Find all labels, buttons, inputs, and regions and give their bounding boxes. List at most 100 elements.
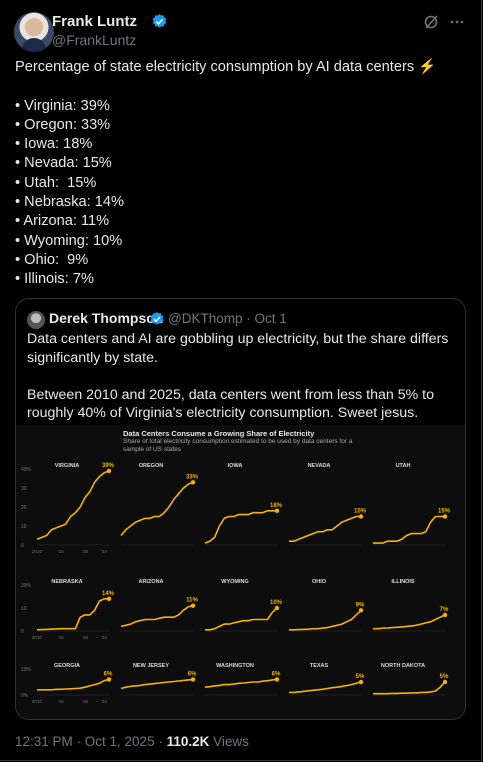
series-line: [289, 515, 361, 542]
chart-title: Data Centers Consume a Growing Share of …: [123, 429, 315, 438]
series-line: [289, 609, 362, 631]
author-avatar[interactable]: [14, 12, 54, 52]
end-point: [274, 605, 280, 611]
end-point: [106, 677, 112, 682]
x-tick-label: 2010: [32, 635, 43, 640]
grok-icon[interactable]: [423, 14, 439, 35]
x-tick-label: '24: [101, 549, 107, 554]
series-line: [36, 598, 109, 631]
end-point: [190, 480, 196, 485]
x-tick-label: 2010: [32, 549, 43, 554]
panel-title: NEVADA: [308, 463, 331, 469]
value-label: 7%: [440, 607, 449, 613]
panel-title: GEORGIA: [54, 663, 80, 669]
y-tick-label: 20: [21, 505, 27, 511]
end-point: [106, 596, 112, 601]
value-label: 18%: [270, 503, 283, 509]
end-point: [358, 679, 364, 685]
panel-title: NEW JERSEY: [133, 663, 169, 669]
author-handle[interactable]: @FrankLuntz: [52, 32, 137, 48]
view-count: 110.2K: [166, 734, 210, 749]
x-tick-label: '20: [82, 699, 88, 704]
series-line: [120, 604, 194, 628]
end-point: [190, 603, 196, 608]
y-tick-label: 20%: [21, 583, 32, 589]
y-tick-label: 40%: [21, 467, 32, 473]
y-tick-label: 0: [21, 629, 24, 635]
end-point: [274, 508, 280, 513]
x-tick-label: '24: [101, 699, 107, 704]
series-line: [120, 481, 194, 537]
series-line: [373, 515, 445, 544]
end-point: [274, 677, 280, 682]
value-label: 15%: [438, 509, 451, 515]
panel-title: ILLINOIS: [391, 579, 415, 585]
value-label: 6%: [188, 671, 197, 677]
quoted-verified-badge-icon: [150, 312, 164, 325]
series-line: [120, 678, 194, 690]
x-tick-label: '15: [58, 635, 64, 640]
x-tick-label: '20: [82, 549, 88, 554]
series-line: [36, 470, 110, 541]
x-tick-label: '15: [58, 699, 64, 704]
series-line: [373, 614, 446, 630]
tweet-footer: 12:31 PM · Oct 1, 2025 · 110.2K Views: [15, 734, 249, 749]
panel-title: IOWA: [228, 463, 243, 469]
value-label: 15%: [354, 509, 367, 515]
end-point: [442, 679, 448, 685]
series-line: [204, 510, 277, 544]
end-point: [358, 514, 364, 519]
value-label: 39%: [102, 463, 115, 469]
y-tick-label: 30: [21, 486, 27, 492]
series-line: [289, 681, 362, 694]
more-options-icon[interactable]: [449, 14, 465, 35]
panel-title: WYOMING: [221, 579, 249, 585]
panel-title: VIRGINIA: [55, 463, 79, 469]
verified-badge-icon: [152, 14, 167, 28]
quoted-author-avatar[interactable]: [27, 311, 45, 329]
value-label: 33%: [186, 474, 199, 480]
series-line: [204, 678, 278, 688]
y-tick-label: 10%: [21, 667, 32, 673]
series-line: [373, 681, 446, 695]
end-point: [106, 468, 112, 474]
views-label: Views: [209, 734, 249, 749]
value-label: 9%: [356, 602, 365, 608]
chart-subtitle: Share of total electricity consumption e…: [123, 438, 353, 453]
value-label: 6%: [104, 671, 113, 677]
end-point: [358, 608, 364, 613]
end-point: [442, 612, 448, 618]
end-point: [442, 514, 448, 519]
panel-title: UTAH: [396, 463, 411, 469]
value-label: 10%: [270, 600, 283, 606]
y-tick-label: 10: [21, 606, 27, 612]
chart-image[interactable]: Data Centers Consume a Growing Share of …: [16, 425, 465, 719]
x-tick-label: '15: [58, 549, 64, 554]
value-label: 6%: [272, 671, 281, 677]
value-label: 14%: [102, 591, 115, 597]
panel-title: NORTH DAKOTA: [381, 663, 425, 669]
series-line: [37, 678, 110, 691]
series-line: [205, 607, 278, 631]
end-point: [190, 677, 196, 682]
panel-title: NEBRASKA: [51, 579, 82, 585]
y-tick-label: 10: [21, 524, 27, 530]
quoted-author-name[interactable]: Derek Thompson: [49, 310, 164, 326]
panel-title: WASHINGTON: [216, 663, 254, 669]
timestamp[interactable]: 12:31 PM · Oct 1, 2025 ·: [15, 734, 167, 749]
tweet-text: Percentage of state electricity consumpt…: [15, 59, 437, 288]
value-label: 5%: [356, 674, 365, 680]
value-label: 11%: [186, 598, 198, 604]
top-actions: [423, 14, 465, 35]
value-label: 5%: [440, 674, 449, 680]
x-tick-label: '24: [101, 635, 107, 640]
quoted-handle-date: @DKThomp · Oct 1: [168, 311, 287, 326]
panel-title: OHIO: [312, 579, 327, 585]
author-name[interactable]: Frank Luntz: [52, 13, 137, 30]
y-tick-label: 0: [21, 543, 24, 549]
quoted-tweet[interactable]: Derek Thompson @DKThomp · Oct 1 Data cen…: [15, 298, 466, 720]
quoted-text: Data centers and AI are gobbling up elec…: [27, 331, 449, 421]
y-tick-label: 0%: [21, 693, 29, 699]
